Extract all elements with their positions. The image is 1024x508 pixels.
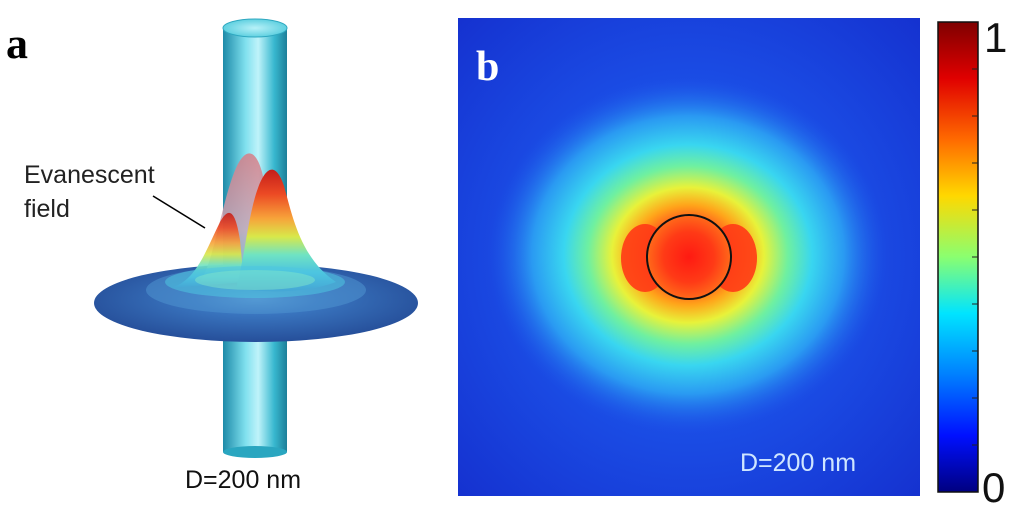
- fiber-core: [647, 215, 731, 299]
- fiber-top-cap: [222, 18, 288, 38]
- fiber-bottom-cap: [223, 446, 287, 458]
- colorbar-min-label: 0: [982, 464, 1005, 508]
- panel-b: b D=200 nm 1 0: [458, 14, 1007, 508]
- panel-b-diameter-label: D=200 nm: [740, 449, 856, 477]
- colorbar-max-label: 1: [984, 14, 1007, 61]
- annotation-leader-line: [152, 195, 206, 229]
- fiber-lower: [223, 330, 287, 452]
- field-skirt-inner: [195, 270, 315, 290]
- fiber-boundary-circle: [646, 214, 732, 300]
- panel-a-diameter-label: D=200 nm: [185, 466, 301, 494]
- colorbar-ticks: [972, 68, 978, 446]
- colorbar: [937, 21, 979, 493]
- annotation-line-1: Evanescent: [24, 161, 155, 189]
- panel-a-label: a: [6, 19, 28, 68]
- annotation-line-2: field: [24, 195, 70, 223]
- panel-b-label: b: [476, 44, 499, 90]
- field-peak-right: [236, 169, 336, 292]
- panel-a: a Evanescent field D=200 nm: [6, 18, 418, 494]
